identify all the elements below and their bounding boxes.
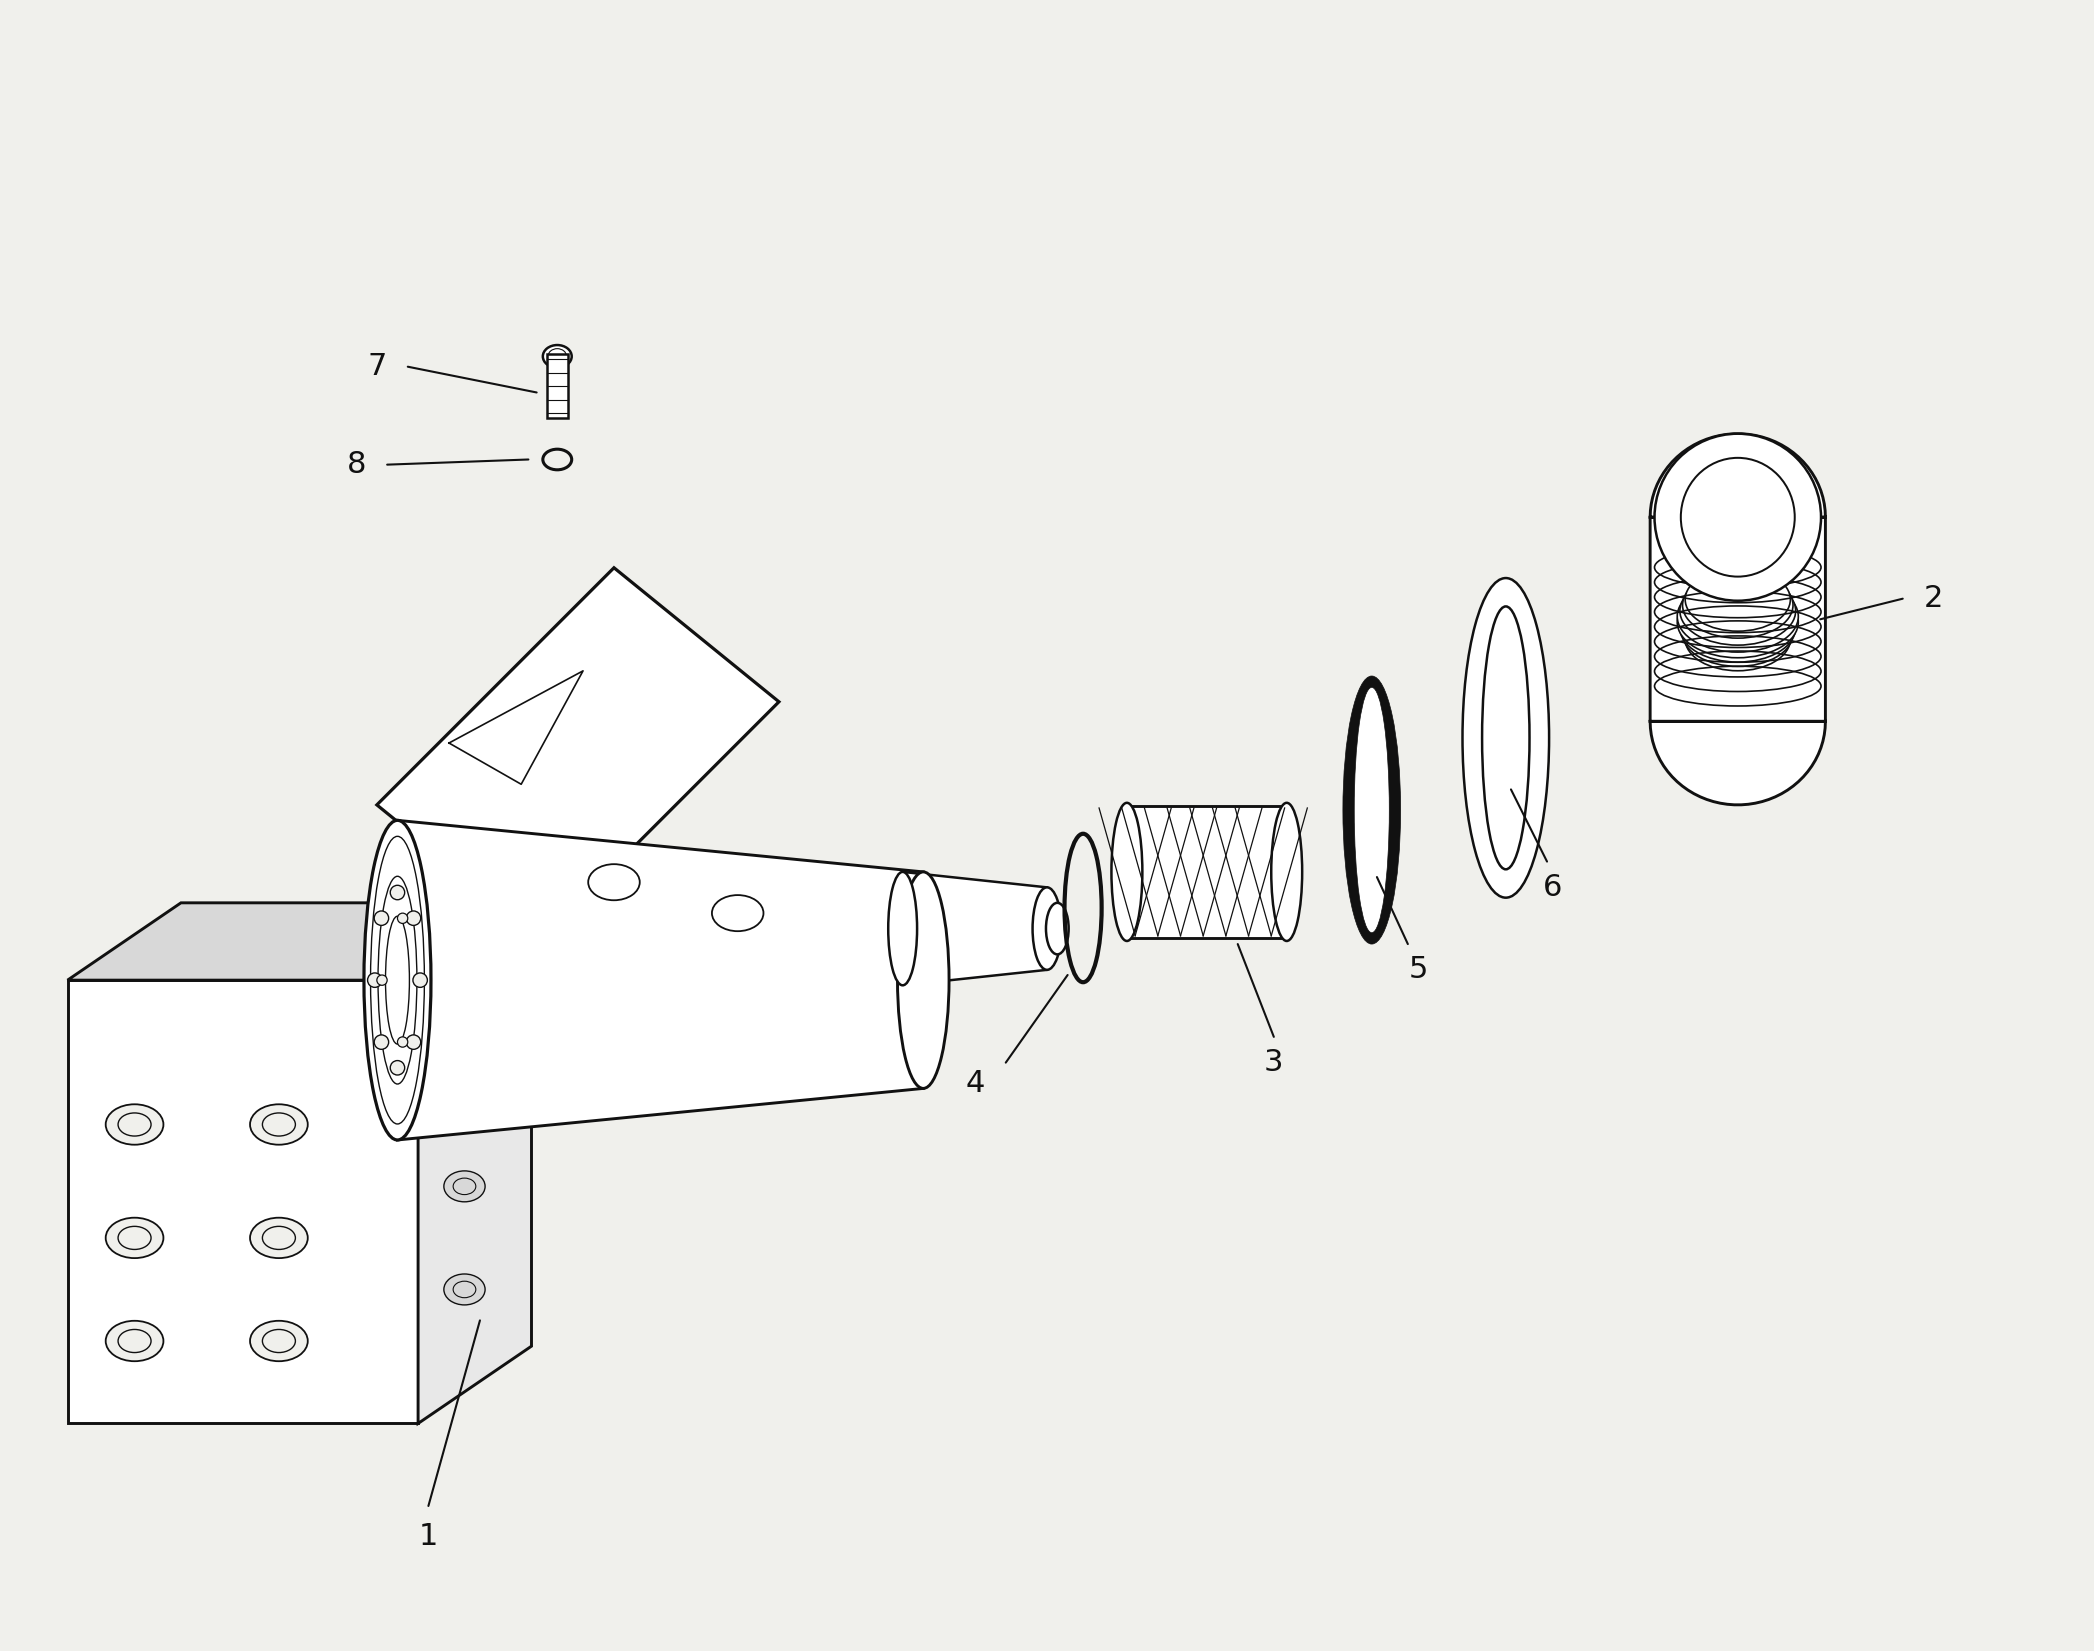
Ellipse shape: [117, 1227, 151, 1250]
Text: 2: 2: [1924, 584, 1943, 613]
Circle shape: [398, 1037, 408, 1047]
Circle shape: [406, 911, 421, 926]
Ellipse shape: [262, 1227, 295, 1250]
Polygon shape: [67, 903, 532, 981]
Ellipse shape: [1677, 586, 1799, 657]
Circle shape: [389, 885, 404, 900]
Ellipse shape: [117, 1329, 151, 1352]
Text: 8: 8: [346, 451, 366, 479]
Ellipse shape: [249, 1321, 308, 1360]
Ellipse shape: [1684, 573, 1792, 639]
Circle shape: [413, 972, 427, 987]
Ellipse shape: [452, 1281, 475, 1298]
Ellipse shape: [1679, 576, 1797, 646]
Ellipse shape: [480, 1106, 503, 1123]
Polygon shape: [1650, 434, 1826, 804]
Polygon shape: [419, 903, 532, 1423]
Ellipse shape: [1032, 887, 1062, 969]
Ellipse shape: [1684, 601, 1792, 667]
Ellipse shape: [1686, 608, 1790, 670]
Ellipse shape: [542, 345, 572, 368]
Text: 5: 5: [1409, 956, 1428, 984]
Ellipse shape: [1271, 802, 1302, 941]
Polygon shape: [377, 568, 779, 939]
Ellipse shape: [444, 1275, 486, 1304]
Ellipse shape: [1462, 578, 1550, 898]
Ellipse shape: [1342, 675, 1401, 944]
Text: 3: 3: [1265, 1048, 1284, 1076]
Circle shape: [375, 1035, 389, 1050]
Ellipse shape: [1483, 606, 1529, 870]
Ellipse shape: [249, 1218, 308, 1258]
Text: 4: 4: [965, 1068, 984, 1098]
Ellipse shape: [105, 1218, 163, 1258]
Circle shape: [389, 1060, 404, 1075]
Ellipse shape: [1677, 581, 1799, 652]
Polygon shape: [1127, 806, 1286, 938]
Ellipse shape: [364, 821, 431, 1139]
Ellipse shape: [262, 1113, 295, 1136]
Ellipse shape: [898, 872, 949, 1088]
Ellipse shape: [444, 1171, 486, 1202]
Ellipse shape: [105, 1105, 163, 1144]
Circle shape: [398, 913, 408, 923]
Circle shape: [369, 972, 381, 987]
Text: 6: 6: [1543, 873, 1562, 901]
Ellipse shape: [588, 863, 641, 900]
Circle shape: [377, 976, 387, 986]
Ellipse shape: [1681, 457, 1795, 576]
Ellipse shape: [1686, 568, 1790, 631]
Text: 1: 1: [419, 1522, 438, 1552]
Bar: [547, 355, 567, 418]
Ellipse shape: [1654, 434, 1822, 601]
Polygon shape: [398, 821, 923, 1139]
Ellipse shape: [249, 1105, 308, 1144]
Ellipse shape: [888, 872, 917, 986]
Circle shape: [406, 1035, 421, 1050]
Ellipse shape: [1679, 593, 1797, 662]
Polygon shape: [903, 872, 1047, 986]
Ellipse shape: [262, 1329, 295, 1352]
Ellipse shape: [549, 348, 567, 365]
Ellipse shape: [712, 895, 764, 931]
Ellipse shape: [105, 1321, 163, 1360]
Ellipse shape: [1112, 802, 1143, 941]
Ellipse shape: [469, 1098, 511, 1129]
Ellipse shape: [452, 1179, 475, 1195]
Ellipse shape: [1355, 687, 1388, 933]
Circle shape: [375, 911, 389, 926]
Ellipse shape: [1047, 903, 1068, 954]
Polygon shape: [67, 981, 419, 1423]
Ellipse shape: [117, 1113, 151, 1136]
Text: 7: 7: [366, 352, 387, 381]
